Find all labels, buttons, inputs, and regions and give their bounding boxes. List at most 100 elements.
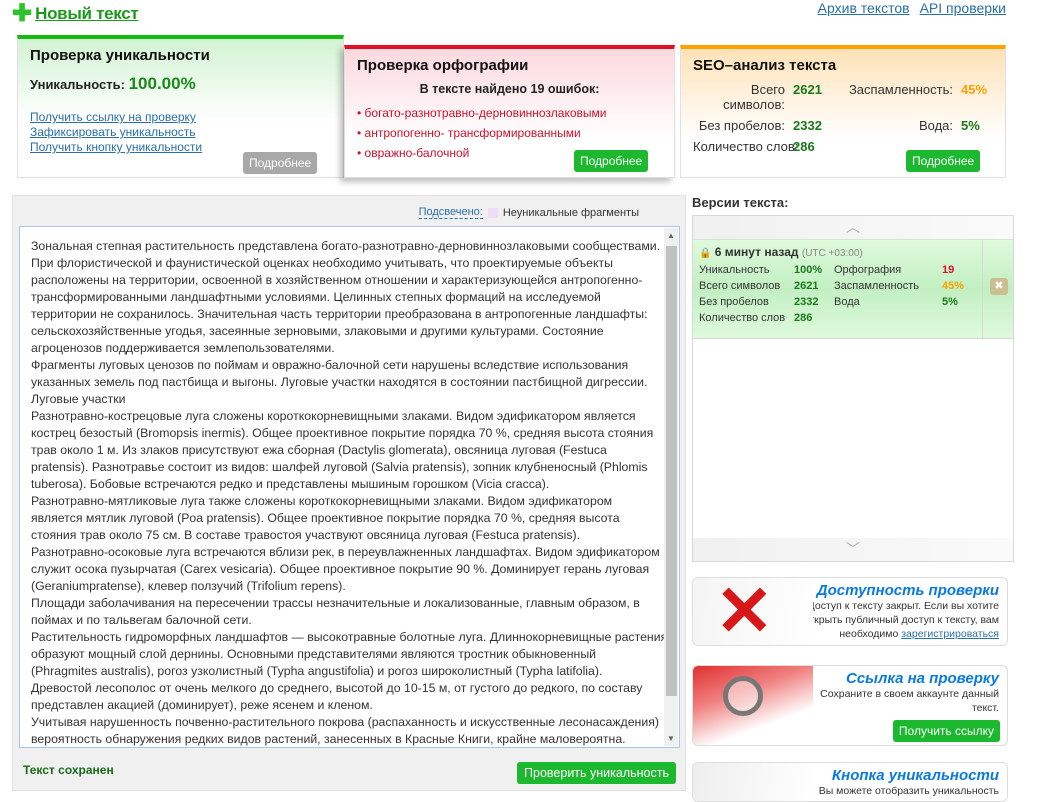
- uniqueness-card: Проверка уникальности Уникальность: 100.…: [17, 35, 344, 178]
- water-value: 5%: [961, 118, 980, 133]
- v-spam-label: Заспамленность: [834, 280, 919, 292]
- scrollbar-thumb[interactable]: [666, 246, 677, 696]
- uniqueness-title: Проверка уникальности: [30, 47, 210, 64]
- v-words-label: Количество слов: [699, 312, 786, 324]
- text-line: вероятность обнаружения редких видов рас…: [31, 732, 626, 746]
- text-editor[interactable]: Зональная степная растительность предста…: [19, 226, 680, 748]
- text-line: (Phragmites australis), рогоз узколистны…: [31, 664, 603, 678]
- version-item[interactable]: 🔒 6 минут назад (UTC +03:00) Уникальност…: [693, 239, 1013, 339]
- total-label: Всего символов:: [723, 82, 785, 112]
- spelling-title: Проверка орфографии: [357, 57, 529, 74]
- text-line: указанных земель под пастбища и выгоны. …: [31, 375, 648, 389]
- text-line: При флористической и фаунистической оцен…: [31, 256, 613, 270]
- register-link[interactable]: зарегистрироваться: [901, 628, 999, 640]
- spelling-summary: В тексте найдено 19 ошибок:: [419, 82, 600, 96]
- button-banner-text: Вы можете отобразить уникальность: [818, 785, 999, 797]
- v-spell-label: Орфография: [834, 264, 902, 276]
- access-banner: ✕ Доступность проверки Доступ к тексту з…: [692, 577, 1008, 646]
- words-label: Количество слов:: [693, 139, 799, 154]
- lock-icon: 🔒: [699, 248, 712, 259]
- versions-down-button[interactable]: ﹀: [693, 538, 1013, 561]
- chevron-up-icon: ︿: [846, 219, 860, 235]
- text-line: агроценозов поддерживается землепользова…: [31, 341, 335, 355]
- seo-title: SEO–анализ текста: [693, 57, 837, 74]
- highlight-swatch: [487, 207, 498, 218]
- nospace-value: 2332: [793, 118, 822, 133]
- text-line: служит осока пузырчатая (Carex vesicaria…: [31, 562, 650, 576]
- text-line: образуют мощный слой дернины. Основными …: [31, 647, 597, 661]
- scroll-up-icon[interactable]: ▲: [667, 231, 675, 240]
- new-text-label[interactable]: Новый текст: [35, 4, 139, 23]
- text-line: территории не сохранилось. Значительная …: [31, 307, 648, 321]
- v-nospace-label: Без пробелов: [699, 296, 769, 308]
- spelling-error: богато-разнотравно-дерновиннозлаковыми: [357, 106, 662, 120]
- spelling-error: овражно-балочной: [357, 146, 662, 160]
- get-uniqueness-button-link[interactable]: Получить кнопку уникальности: [30, 140, 203, 154]
- text-line: представлен акацией (доминирует), реже я…: [31, 698, 373, 712]
- highlight-toggle[interactable]: Подсвечено:: [418, 206, 483, 219]
- spam-value: 45%: [961, 82, 988, 97]
- scroll-down-icon[interactable]: ▼: [667, 734, 675, 743]
- versions-title: Версии текста:: [692, 195, 789, 210]
- plus-icon: ✚: [12, 0, 33, 27]
- v-water-label: Вода: [834, 296, 860, 308]
- spelling-error: антропогенно- трансформированными: [357, 126, 662, 140]
- highlight-legend-text: Неуникальные фрагменты: [502, 206, 639, 219]
- uniqueness-percent: 100.00%: [128, 74, 196, 93]
- text-line: сельскохозяйственные угодья, засеянные з…: [31, 324, 604, 338]
- api-link[interactable]: API проверки: [919, 0, 1006, 16]
- v-uniq: 100%: [794, 264, 823, 276]
- top-links: Архив текстов API проверки: [818, 0, 1006, 16]
- delete-version-icon[interactable]: ✖: [990, 278, 1008, 295]
- text-content[interactable]: Зональная степная растительность предста…: [31, 238, 668, 747]
- versions-up-button[interactable]: ︿: [693, 216, 1013, 239]
- chevron-down-icon: ﹀: [846, 541, 860, 557]
- link-title: Ссылка на проверку: [846, 670, 999, 687]
- text-line: Учитывая нарушенность почвенно-раститель…: [31, 715, 659, 729]
- v-total-label: Всего символов: [699, 280, 781, 292]
- check-uniqueness-button[interactable]: Проверить уникальность: [517, 762, 676, 784]
- archive-link[interactable]: Архив текстов: [817, 0, 910, 16]
- get-link-button[interactable]: Получить ссылку: [892, 720, 1000, 742]
- total-value: 2621: [793, 82, 822, 97]
- v-water: 5%: [942, 296, 958, 308]
- v-uniq-label: Уникальность: [699, 264, 770, 276]
- text-line: Разнотравно-кострецовые луга сложены кор…: [31, 409, 636, 423]
- seo-more-button[interactable]: Подробнее: [906, 150, 981, 172]
- save-status: Текст сохранен: [23, 763, 114, 777]
- new-text-link[interactable]: ✚ Новый текст: [12, 0, 139, 27]
- text-line: поймах и по тальвегам балочной сети.: [31, 613, 252, 627]
- v-total: 2621: [794, 280, 819, 292]
- uniqueness-button-banner: Кнопка уникальности Вы можете отобразить…: [692, 762, 1008, 802]
- uniqueness-label: Уникальность:: [30, 77, 125, 92]
- link-banner: Ссылка на проверку Сохраните в своем акк…: [692, 665, 1008, 746]
- uniqueness-value: Уникальность: 100.00%: [30, 74, 331, 94]
- text-line: Разнотравно-осоковые луга встречаются вб…: [31, 545, 660, 559]
- get-check-link[interactable]: Получить ссылку на проверку: [30, 110, 196, 124]
- text-line: Площади заболачивания на пересечении тра…: [31, 596, 640, 610]
- text-line: Фрагменты луговых ценозов по поймам и ов…: [31, 358, 629, 372]
- link-text: Сохраните в своем аккаунте данный текст.: [820, 688, 999, 714]
- text-line: расположены на территории, освоенной в х…: [31, 273, 643, 287]
- fix-uniqueness-link[interactable]: Зафиксировать уникальность: [30, 125, 196, 139]
- words-value: 286: [793, 139, 815, 154]
- text-line: Растительность гидроморфных ландшафтов —…: [31, 630, 668, 644]
- version-divider: [982, 240, 983, 338]
- v-spam: 45%: [942, 280, 965, 292]
- spelling-more-button[interactable]: Подробнее: [574, 150, 649, 172]
- uniqueness-more-button[interactable]: Подробнее: [243, 152, 318, 174]
- editor-scrollbar[interactable]: ▲ ▼: [664, 228, 678, 746]
- seo-card: SEO–анализ текста Всего символов: 2621 За…: [680, 45, 1006, 178]
- text-line: Зональная степная растительность предста…: [31, 239, 661, 253]
- version-tz: (UTC +03:00): [801, 248, 863, 259]
- text-line: кострец безостый (Bromopsis inermis). Об…: [31, 426, 654, 440]
- v-words: 286: [794, 312, 813, 324]
- text-line: Древостой лесополос от очень мелкого до …: [31, 681, 643, 695]
- v-nospace: 2332: [794, 296, 819, 308]
- text-line: стояния трав около 75 см. В составе трав…: [31, 528, 581, 542]
- spelling-card: Проверка орфографии В тексте найдено 19 …: [344, 45, 675, 178]
- button-banner-title: Кнопка уникальности: [831, 767, 999, 784]
- red-cross-icon: ✕: [693, 578, 813, 645]
- water-label: Вода:: [918, 118, 953, 133]
- access-title: Доступность проверки: [816, 582, 999, 599]
